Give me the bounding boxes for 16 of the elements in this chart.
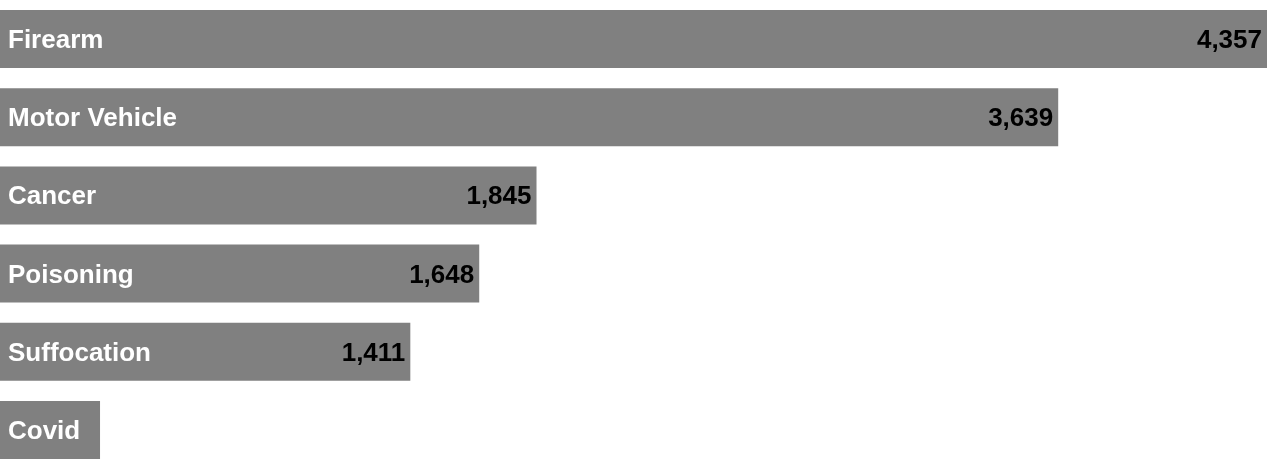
y-tick-label: Poisoning: [8, 258, 134, 289]
data-label: 1,648: [409, 258, 475, 289]
bar: [0, 88, 1059, 147]
y-tick-label: Covid: [8, 414, 81, 445]
bar: [0, 244, 480, 303]
y-tick-label: Firearm: [8, 24, 104, 55]
data-label: 1,411: [341, 336, 406, 367]
bar: [0, 322, 411, 381]
data-label: 1,845: [466, 180, 532, 211]
y-tick-label: Suffocation: [8, 336, 151, 367]
data-label: 4,357: [1196, 24, 1262, 55]
y-tick-label: Cancer: [8, 180, 97, 211]
bar: [0, 10, 1267, 69]
y-tick-label: Motor Vehicle: [8, 102, 178, 133]
data-label: 3,639: [988, 102, 1054, 133]
bar: [0, 166, 537, 225]
